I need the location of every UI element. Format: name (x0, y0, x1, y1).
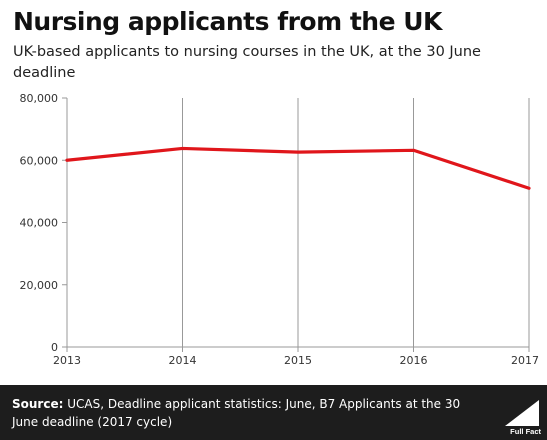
x-tick-label: 2014 (169, 354, 197, 367)
chart-ticks: 0 20,000 40,000 60,000 80,000 2013 2014 2015 201… (20, 92, 540, 367)
logo-text: Full Fact (510, 427, 541, 436)
y-tick-label: 0 (51, 341, 58, 354)
x-tick-label: 2016 (400, 354, 428, 367)
line-chart: 0 20,000 40,000 60,000 80,000 2013 2014 2015 201… (20, 92, 540, 367)
chart-series (65, 146, 531, 190)
source-text: UCAS, Deadline applicant statistics: Jun… (12, 397, 461, 429)
y-tick-label: 40,000 (20, 217, 59, 230)
source-label: Source: (12, 397, 64, 411)
chart-subtitle: UK-based applicants to nursing courses i… (13, 44, 481, 81)
logo-triangle (505, 400, 539, 426)
x-tick-label: 2015 (284, 354, 312, 367)
x-tick-label: 2017 (511, 354, 539, 367)
source-note: Source: UCAS, Deadline applicant statist… (12, 395, 482, 431)
y-tick-label: 80,000 (20, 92, 59, 105)
full-fact-logo: Full Fact (505, 400, 541, 436)
source-footer: Source: UCAS, Deadline applicant statist… (0, 385, 547, 440)
x-tick-label: 2013 (53, 354, 81, 367)
chart-title: Nursing applicants from the UK (13, 7, 442, 36)
y-tick-label: 20,000 (20, 279, 59, 292)
y-tick-label: 60,000 (20, 154, 59, 167)
